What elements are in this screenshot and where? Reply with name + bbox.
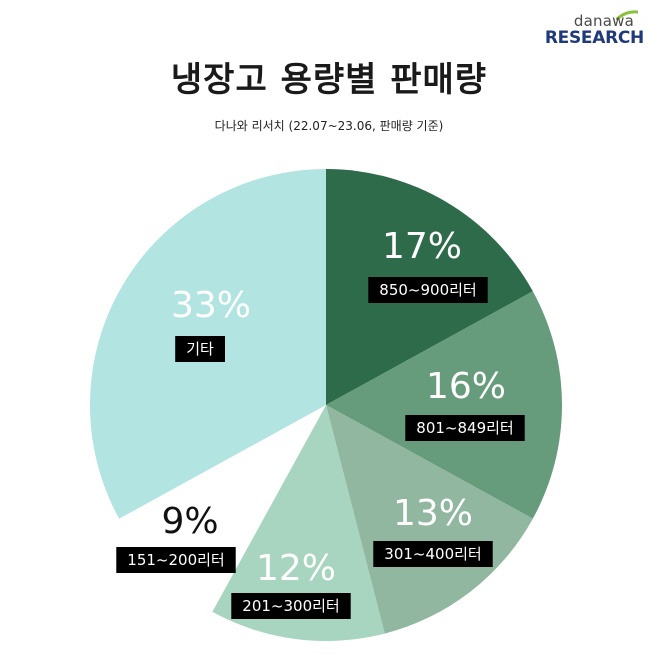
page-subtitle: 다나와 리서치 (22.07~23.06, 판매량 기준) — [214, 119, 444, 133]
slice-category-text: 기타 — [186, 340, 214, 358]
slice-percent-label: 33% — [171, 285, 251, 326]
slice-category-text: 301~400리터 — [384, 545, 481, 563]
logo-danawa-text: danawa — [573, 12, 634, 30]
slice-category-label: 801~849리터 — [405, 415, 525, 441]
slice-category-box — [116, 547, 236, 573]
danawa-research-logo: danawa RESEARCH — [524, 10, 644, 50]
slice-category-text: 151~200리터 — [127, 551, 224, 569]
slice-category-text: 201~300리터 — [242, 597, 339, 615]
logo-research-text: RESEARCH — [544, 28, 644, 48]
slice-category-label: 기타 — [175, 336, 225, 362]
slice-percent-label: 12% — [256, 548, 336, 589]
slice-category-label: 301~400리터 — [373, 541, 493, 567]
slice-category-label: 201~300리터 — [231, 593, 351, 619]
slice-category-text: 850~900리터 — [379, 281, 476, 299]
pie-slice — [326, 291, 562, 519]
slice-percent-label: 17% — [382, 226, 462, 267]
logo-swoosh-icon — [616, 10, 638, 20]
slice-category-box — [175, 336, 225, 362]
slice-percent-label: 9% — [161, 501, 218, 542]
slice-category-box — [405, 415, 525, 441]
pie-slice — [212, 405, 385, 641]
slice-category-box — [373, 541, 493, 567]
pie-slice — [326, 405, 533, 634]
slice-category-label: 151~200리터 — [116, 547, 236, 573]
slice-category-label: 850~900리터 — [368, 277, 488, 303]
slice-percent-label: 13% — [393, 493, 473, 534]
page-title: 냉장고 용량별 판매량 — [170, 60, 488, 100]
slice-percent-label: 16% — [426, 366, 506, 407]
slice-category-box — [231, 593, 351, 619]
slice-category-box — [368, 277, 488, 303]
slice-category-text: 801~849리터 — [416, 419, 513, 437]
